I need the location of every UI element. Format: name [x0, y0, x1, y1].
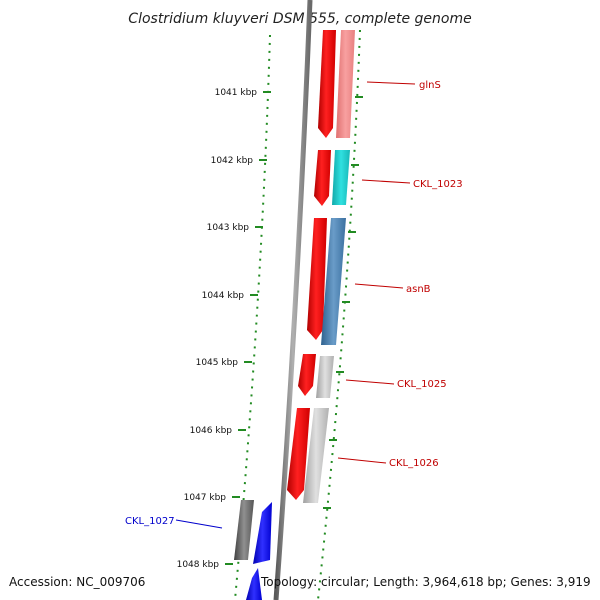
fwd-cds-ckl-1025 — [298, 354, 316, 396]
fwd-cds-next — [246, 568, 262, 600]
outer-tick-ring — [317, 29, 361, 600]
leader-ckl-1027 — [175, 519, 223, 529]
gene-block-ckl-1026 — [303, 408, 329, 503]
gene-label-glns[interactable]: glnS — [419, 80, 441, 91]
scale-tick-label: 1041 kbp — [215, 88, 258, 98]
scale-tick-label: 1048 kbp — [177, 560, 220, 570]
gene-block-glns — [336, 30, 355, 138]
scale-tick-label: 1043 kbp — [207, 223, 250, 233]
scale-tick-label: 1046 kbp — [190, 426, 233, 436]
gene-block-asnb — [321, 218, 346, 345]
fwd-cds-ckl-1023 — [314, 150, 331, 206]
accession-text: Accession: NC_009706 — [9, 575, 145, 589]
leader-ckl-1026 — [337, 457, 387, 464]
gene-block-ckl-1025 — [316, 356, 334, 398]
scale-tick-label: 1045 kbp — [196, 358, 239, 368]
scale-tick-label: 1042 kbp — [211, 156, 254, 166]
gene-label-ckl-1023[interactable]: CKL_1023 — [413, 179, 463, 190]
leader-glns — [366, 81, 416, 85]
fwd-cds-glns — [318, 30, 336, 138]
map-title: Clostridium kluyveri DSM 555, complete g… — [128, 11, 471, 27]
gene-label-ckl-1026[interactable]: CKL_1026 — [389, 458, 439, 469]
leader-ckl-1023 — [361, 179, 411, 184]
genome-backbone — [273, 0, 313, 600]
gene-label-ckl-1025[interactable]: CKL_1025 — [397, 379, 447, 390]
fwd-cds-ckl-1026 — [287, 408, 310, 500]
gene-block-ckl-1023 — [332, 150, 350, 205]
leader-ckl-1025 — [345, 379, 395, 385]
gene-label-asnb[interactable]: asnB — [406, 284, 431, 295]
gene-block-ckl-1027 — [234, 500, 254, 560]
fwd-cds-ckl-1027 — [253, 502, 272, 564]
genome-summary-text: Topology: circular; Length: 3,964,618 bp… — [260, 575, 591, 589]
leader-asnb — [354, 283, 404, 289]
scale-tick-label: 1044 kbp — [202, 291, 245, 301]
fwd-cds-asnb — [307, 218, 327, 340]
gene-label-ckl-1027[interactable]: CKL_1027 — [125, 516, 175, 527]
outer-scale-ticks — [323, 96, 363, 509]
scale-tick-label: 1047 kbp — [184, 493, 227, 503]
scale-ticks: 1041 kbp 1042 kbp 1043 kbp 1044 kbp 1045 kbp… — [177, 88, 271, 570]
